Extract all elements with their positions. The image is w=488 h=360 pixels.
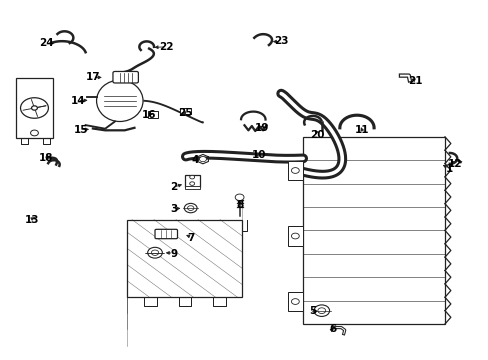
Bar: [287, 292, 303, 311]
Circle shape: [147, 247, 162, 258]
Bar: [147, 111, 158, 118]
Text: 25: 25: [178, 108, 193, 118]
Bar: [303, 137, 444, 324]
Circle shape: [291, 299, 299, 305]
Bar: [184, 186, 199, 189]
Circle shape: [31, 106, 37, 110]
Circle shape: [313, 305, 329, 316]
Text: 5: 5: [309, 306, 316, 316]
Text: 9: 9: [170, 249, 177, 259]
Circle shape: [291, 168, 299, 174]
Text: 1: 1: [446, 164, 452, 174]
Bar: [184, 175, 199, 187]
Text: 15: 15: [73, 125, 88, 135]
Text: 24: 24: [39, 38, 54, 48]
Bar: [287, 161, 303, 180]
Text: 2: 2: [170, 182, 177, 192]
Text: 10: 10: [251, 150, 266, 160]
Text: 14: 14: [71, 96, 85, 106]
Circle shape: [189, 175, 194, 179]
Text: 11: 11: [354, 125, 368, 135]
FancyBboxPatch shape: [155, 229, 177, 239]
Circle shape: [235, 194, 244, 201]
Text: 23: 23: [273, 36, 288, 46]
Text: 4: 4: [191, 155, 199, 165]
Text: 3: 3: [170, 204, 177, 214]
Circle shape: [199, 157, 206, 162]
Text: 18: 18: [39, 153, 54, 163]
Circle shape: [291, 233, 299, 239]
Bar: [180, 108, 190, 114]
Bar: [287, 226, 303, 246]
Circle shape: [30, 130, 38, 136]
Text: 8: 8: [236, 200, 243, 210]
Circle shape: [187, 206, 193, 210]
FancyBboxPatch shape: [113, 71, 138, 83]
Text: 19: 19: [254, 123, 268, 133]
Text: 20: 20: [310, 130, 325, 140]
Text: 7: 7: [186, 233, 194, 243]
Circle shape: [151, 250, 158, 256]
Text: 6: 6: [328, 324, 335, 334]
Circle shape: [184, 203, 197, 213]
Text: 22: 22: [159, 42, 173, 52]
Ellipse shape: [96, 80, 142, 122]
Text: 21: 21: [407, 76, 422, 86]
Text: 17: 17: [85, 72, 100, 82]
Text: 13: 13: [24, 215, 39, 225]
Circle shape: [20, 98, 48, 118]
Bar: [127, 220, 242, 297]
Bar: [16, 78, 53, 138]
Text: 16: 16: [142, 110, 156, 120]
Text: 12: 12: [447, 159, 461, 169]
Circle shape: [317, 308, 325, 314]
Circle shape: [189, 182, 194, 185]
